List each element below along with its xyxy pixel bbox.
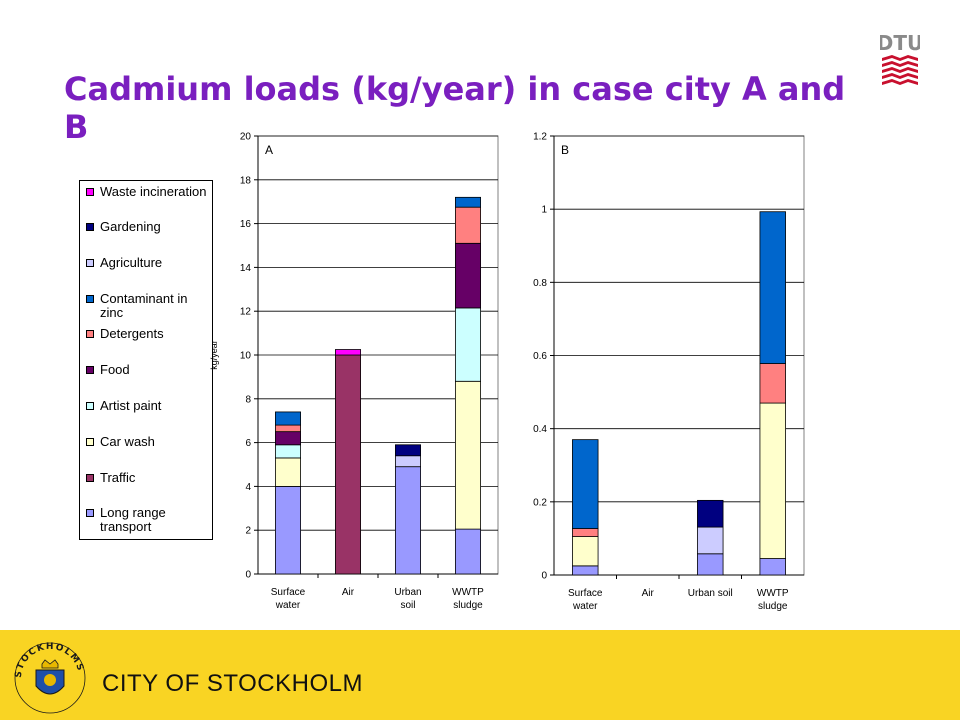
legend-swatch [86, 330, 94, 338]
bar-segment [572, 439, 599, 529]
legend-swatch [86, 509, 94, 517]
dtu-chevron [882, 61, 918, 67]
x-tick-label: Air [642, 588, 655, 599]
x-tick-label: Surface [271, 587, 306, 598]
chart-legend: Waste incineration Gardening Agriculture Co… [79, 180, 213, 540]
bar-segment [759, 363, 786, 404]
y-tick-label: 20 [240, 132, 252, 143]
chart-svg: 0 0.2 0.4 0.6 0.8 1 1.2 B Surface water Air Urban s… [533, 132, 805, 612]
y-tick-label: 0.6 [533, 351, 547, 362]
bar-segment [334, 354, 361, 575]
legend-label: Gardening [100, 219, 161, 234]
legend-swatch [86, 295, 94, 303]
bar-segment [454, 307, 481, 382]
x-tick-label: soil [400, 600, 415, 611]
legend-label: Contaminant in zinc [100, 291, 188, 320]
bar-segment [572, 528, 599, 537]
panel-label: A [265, 143, 273, 157]
legend-label: Agriculture [100, 255, 163, 270]
bar-segment [334, 349, 361, 356]
bar-segment [275, 444, 302, 459]
bar-segment [759, 402, 786, 559]
y-tick-label: 0.2 [533, 497, 547, 508]
x-tick-label: sludge [758, 601, 788, 612]
y-axis-label: kg/year [209, 340, 219, 370]
bar-segment [275, 457, 302, 487]
legend-label: Artist paint [100, 398, 162, 413]
y-tick-label: 0 [541, 571, 547, 582]
dtu-chevron [882, 67, 918, 73]
x-tick-label: water [572, 601, 598, 612]
bar-segment [275, 485, 302, 575]
x-tick-label: WWTP [757, 588, 789, 599]
y-tick-label: 18 [240, 175, 252, 186]
bar-segment [275, 411, 302, 426]
legend-label: Long range transport [100, 505, 166, 534]
y-tick-label: 0 [245, 570, 251, 581]
legend-label: Car wash [100, 434, 155, 449]
y-tick-label: 10 [240, 351, 252, 362]
bar-segment [572, 536, 599, 567]
y-tick-label: 16 [240, 219, 252, 230]
legend-swatch [86, 474, 94, 482]
x-tick-label: Urban soil [688, 588, 733, 599]
footer-text: CITY OF STOCKHOLM [102, 670, 363, 697]
legend-swatch [86, 366, 94, 374]
dtu-chevron [882, 73, 918, 79]
legend-label: Detergents [100, 326, 164, 341]
dtu-chevron [882, 55, 918, 61]
legend-swatch [86, 223, 94, 231]
dtu-logo-text: DTU [880, 31, 920, 55]
dtu-logo: DTU [880, 31, 920, 85]
y-tick-label: 12 [240, 307, 252, 318]
bar-segment [759, 211, 786, 364]
legend-swatch [86, 438, 94, 446]
bar-segment [454, 242, 481, 309]
legend-swatch [86, 402, 94, 410]
bar-segment [572, 565, 599, 576]
bar-segment [697, 499, 724, 528]
slide-title: Cadmium loads (kg/year) in case city A a… [64, 70, 846, 146]
bar-segment [454, 528, 481, 575]
dtu-chevron [882, 79, 918, 85]
legend-swatch [86, 259, 94, 267]
bar-segment [454, 196, 481, 208]
chart-b: 0 0.2 0.4 0.6 0.8 1 1.2 B Surface water Air Urban s… [520, 120, 820, 620]
bar-segment [394, 455, 421, 468]
legend-swatch [86, 188, 94, 196]
bar-segment [697, 553, 724, 576]
y-tick-label: 1 [541, 205, 547, 216]
y-tick-label: 2 [245, 526, 251, 537]
y-tick-label: 8 [245, 394, 251, 405]
legend-label: Waste incineration [100, 184, 207, 199]
bar-segment [394, 466, 421, 575]
panel-label: B [561, 143, 569, 157]
stockholm-crest-icon: STOCKHOLMS STAD [12, 636, 86, 714]
chart-svg: 0 2 4 6 8 10 12 14 16 18 20 Akg/year Surface water Air… [209, 132, 499, 611]
y-tick-label: 0.8 [533, 278, 547, 289]
y-tick-label: 6 [245, 438, 251, 449]
y-tick-label: 4 [245, 482, 251, 493]
bar-segment [454, 380, 481, 530]
bar-segment [394, 444, 421, 457]
footer-bar: CITY OF STOCKHOLM [0, 630, 960, 720]
bar-segment [454, 206, 481, 244]
dtu-mark-icon [882, 55, 918, 85]
x-tick-label: water [275, 600, 301, 611]
legend-label: Food [100, 362, 130, 377]
bar-segment [759, 558, 786, 576]
legend-label: Traffic [100, 470, 136, 485]
y-tick-label: 14 [240, 263, 252, 274]
bar-segment [275, 431, 302, 446]
x-tick-label: sludge [453, 600, 483, 611]
y-tick-label: 1.2 [533, 132, 547, 143]
y-tick-label: 0.4 [533, 424, 547, 435]
bar-segment [697, 526, 724, 555]
x-tick-label: Surface [568, 588, 603, 599]
x-tick-label: Air [342, 587, 355, 598]
bar-segment [275, 424, 302, 433]
x-tick-label: Urban [394, 587, 421, 598]
x-tick-label: WWTP [452, 587, 484, 598]
